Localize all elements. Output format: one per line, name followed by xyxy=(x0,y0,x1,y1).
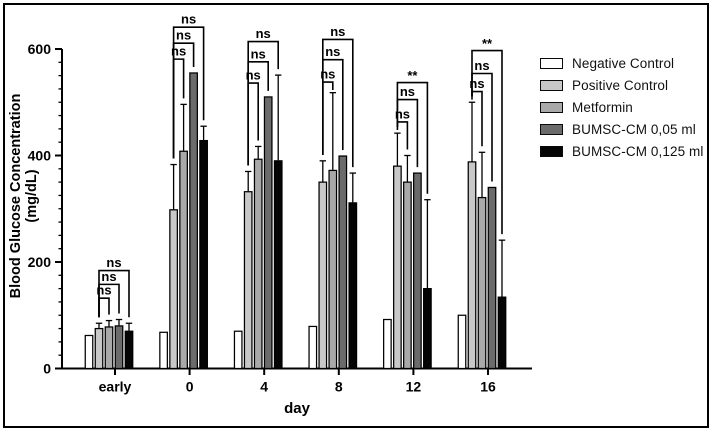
bar xyxy=(243,191,253,370)
significance-bracket xyxy=(172,26,205,159)
significance-bracket xyxy=(471,90,483,147)
bar xyxy=(413,172,422,370)
bar xyxy=(233,330,243,370)
significance-bracket xyxy=(322,38,354,168)
tick-label: early xyxy=(99,379,132,395)
tick-label: 16 xyxy=(480,379,496,395)
bar xyxy=(189,72,198,370)
bar xyxy=(457,314,467,370)
legend-item: BUMSC-CM 0,125 ml xyxy=(540,140,703,162)
significance-label: ns xyxy=(320,67,335,82)
legend-label: BUMSC-CM 0,125 ml xyxy=(572,143,704,159)
bar xyxy=(318,181,328,370)
bar xyxy=(487,186,497,370)
tick-label: 400 xyxy=(28,148,52,164)
bar xyxy=(179,150,188,370)
legend-label: Negative Control xyxy=(572,55,675,71)
bar xyxy=(403,181,412,370)
legend-item: Negative Control xyxy=(540,52,703,74)
bar xyxy=(308,325,318,370)
bar xyxy=(114,325,124,370)
significance-bracket xyxy=(247,40,279,166)
significance-label: ns xyxy=(176,28,191,43)
legend-label: Positive Control xyxy=(572,77,669,93)
significance-label: ns xyxy=(469,76,484,91)
tick-label: 0 xyxy=(186,379,194,395)
legend-item: Metformin xyxy=(540,96,703,118)
bar xyxy=(169,209,178,370)
bar xyxy=(263,96,273,370)
significance-label: ns xyxy=(330,24,345,39)
significance-bracket xyxy=(247,82,259,166)
significance-label: ns xyxy=(181,12,196,27)
legend-swatch xyxy=(540,79,563,91)
bar xyxy=(338,155,348,370)
tick-label: 600 xyxy=(28,41,52,57)
bar xyxy=(84,334,94,370)
significance-bracket xyxy=(172,58,185,159)
bar xyxy=(104,326,114,370)
legend-item: BUMSC-CM 0,05 ml xyxy=(540,118,703,140)
significance-label: ns xyxy=(256,26,271,41)
bar xyxy=(328,169,338,370)
significance-bracket xyxy=(98,297,110,318)
significance-label: ** xyxy=(482,36,493,51)
bar xyxy=(159,331,168,370)
bar xyxy=(124,330,134,370)
tick-label: 0 xyxy=(43,361,51,377)
significance-label: ** xyxy=(407,68,418,83)
bar xyxy=(497,296,507,370)
bar xyxy=(199,139,208,370)
significance-label: ns xyxy=(246,68,261,83)
bar xyxy=(423,288,432,370)
significance-bracket xyxy=(471,49,503,235)
x-axis-title: day xyxy=(284,400,310,417)
tick-label: 4 xyxy=(260,379,268,395)
bar xyxy=(348,202,358,370)
chart-legend: Negative Control Positive Control Metformi… xyxy=(540,52,703,162)
bar xyxy=(273,160,283,370)
legend-label: Metformin xyxy=(572,99,633,115)
significance-label: ns xyxy=(400,84,415,99)
tick-label: 200 xyxy=(28,254,52,270)
legend-item: Positive Control xyxy=(540,74,703,96)
significance-bracket xyxy=(396,81,429,194)
significance-label: ns xyxy=(251,46,266,61)
legend-swatch xyxy=(540,101,563,113)
legend-swatch xyxy=(540,57,563,69)
legend-swatch xyxy=(540,145,563,157)
bar xyxy=(393,165,402,370)
significance-label: ns xyxy=(171,44,186,59)
legend-swatch xyxy=(540,123,563,135)
significance-label: ns xyxy=(96,283,111,298)
bar xyxy=(383,318,392,370)
y-axis-title-line2: (mg/dL) xyxy=(24,169,40,223)
y-axis-title: Blood Glucose Concentration (mg/dL) xyxy=(8,94,40,299)
significance-bracket xyxy=(98,269,130,318)
significance-label: ns xyxy=(474,58,489,73)
significance-bracket xyxy=(396,121,409,150)
significance-label: ns xyxy=(325,44,340,59)
legend-label: BUMSC-CM 0,05 ml xyxy=(572,121,696,137)
bar xyxy=(253,158,263,370)
bar xyxy=(477,196,487,370)
significance-label: ns xyxy=(395,106,410,121)
bar xyxy=(94,327,104,370)
significance-label: ns xyxy=(101,269,116,284)
tick-label: 12 xyxy=(406,379,422,395)
tick-label: 8 xyxy=(335,379,343,395)
y-axis-title-line1: Blood Glucose Concentration xyxy=(8,93,24,299)
bar xyxy=(467,161,477,370)
significance-label: ns xyxy=(106,255,121,270)
